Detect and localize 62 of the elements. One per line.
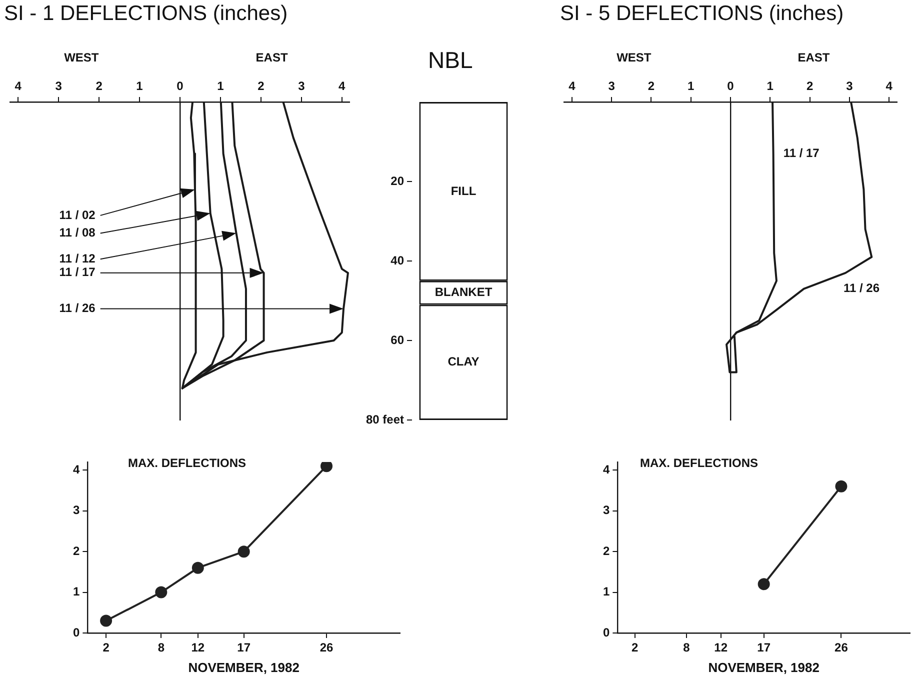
x-tick-label: 26 xyxy=(320,640,334,655)
y-tick-label: 0 xyxy=(602,625,610,640)
annotation: 11 / 26 xyxy=(843,281,880,296)
x-tick-label: 2 xyxy=(102,640,110,655)
x-tick-label: 17 xyxy=(237,640,251,655)
y-tick-label: 1 xyxy=(602,584,610,599)
text: 11 / 26 xyxy=(59,301,96,316)
x-tick-label: 8 xyxy=(683,640,690,655)
y-tick-label: 4 xyxy=(72,462,80,476)
text: 11 / 08 xyxy=(59,226,96,240)
x-tick-label: 26 xyxy=(834,640,848,655)
x-tick-label: 4 xyxy=(886,79,893,94)
x-axis-title: NOVEMBER, 1982 xyxy=(188,660,300,675)
x-tick-label: 8 xyxy=(158,640,165,655)
y-tick-label: 60 xyxy=(390,332,404,347)
text: WEST xyxy=(616,50,652,64)
x-tick-label: 0 xyxy=(727,79,734,94)
x-axis-title: NOVEMBER, 1982 xyxy=(708,660,820,675)
series-label: FILL xyxy=(450,184,476,198)
text: WEST xyxy=(64,50,100,64)
chart-title: SI - 5 DEFLECTIONS (inches) xyxy=(560,2,844,26)
x-tick-label: 3 xyxy=(846,79,854,94)
text: EAST xyxy=(256,50,288,64)
x-tick-label: 1 xyxy=(217,79,224,94)
x-tick-label: 0 xyxy=(176,79,184,94)
y-tick-label: 20 xyxy=(390,174,404,188)
y-tick-label: 40 xyxy=(390,253,404,268)
y-tick-label: 80 feet xyxy=(366,412,404,426)
series-label: BLANKET xyxy=(434,285,493,300)
x-tick-label: 4 xyxy=(14,79,22,94)
x-tick-label: 2 xyxy=(648,79,655,94)
y-tick-label: 0 xyxy=(72,625,80,640)
x-tick-label: 2 xyxy=(632,640,639,655)
x-tick-label: 17 xyxy=(757,640,771,655)
x-tick-label: 2 xyxy=(258,79,265,94)
y-tick-label: 2 xyxy=(602,544,610,558)
y-tick-label: 1 xyxy=(72,584,80,599)
x-tick-label: 3 xyxy=(55,79,62,94)
series-label: CLAY xyxy=(448,354,480,369)
y-tick-label: 3 xyxy=(602,503,610,518)
x-tick-label: 2 xyxy=(96,79,103,94)
x-tick-label: 12 xyxy=(714,640,728,655)
x-tick-label: 1 xyxy=(766,79,774,94)
annotation: 11 / 17 xyxy=(783,146,820,160)
x-tick-label: 2 xyxy=(806,79,814,94)
text: 11 / 17 xyxy=(59,265,96,280)
x-tick-label: 4 xyxy=(338,79,346,94)
chart-title: MAX. DEFLECTIONS xyxy=(128,456,246,470)
x-tick-label: 1 xyxy=(136,79,144,94)
text: 11 / 12 xyxy=(59,251,96,266)
y-tick-label: 2 xyxy=(72,544,80,558)
y-tick-label: 4 xyxy=(602,462,610,476)
y-tick-label: 3 xyxy=(72,503,80,518)
chart-title: NBL xyxy=(428,47,473,74)
text: 11 / 02 xyxy=(59,208,96,222)
x-tick-label: 1 xyxy=(688,79,695,94)
text: EAST xyxy=(798,50,830,64)
x-tick-label: 3 xyxy=(298,79,306,94)
x-tick-label: 4 xyxy=(568,79,576,94)
chart-title: MAX. DEFLECTIONS xyxy=(640,456,758,470)
chart-title: SI - 1 DEFLECTIONS (inches) xyxy=(4,2,288,26)
x-tick-label: 12 xyxy=(191,640,205,655)
